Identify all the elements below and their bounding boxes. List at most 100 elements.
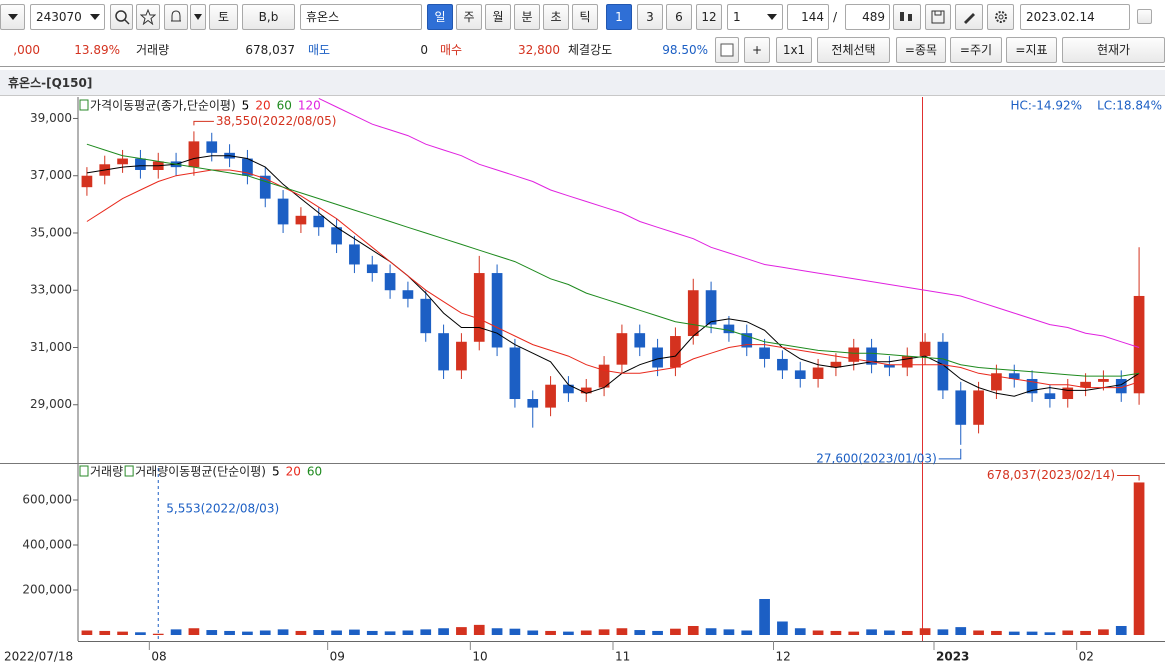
candle-body <box>705 290 717 325</box>
y-tick-label: 39,000 <box>30 111 72 125</box>
annotation-leader <box>1117 474 1140 481</box>
volume-bar <box>81 630 93 635</box>
candle-body <box>919 341 931 357</box>
period-button[interactable]: 분 <box>514 4 540 30</box>
candle-body <box>866 347 877 365</box>
volume-bar <box>1008 631 1020 635</box>
volume-bar <box>652 630 663 635</box>
checkbox[interactable] <box>1137 9 1152 24</box>
candle-body <box>295 215 307 225</box>
draw-button[interactable] <box>955 4 983 30</box>
period-button[interactable]: 월 <box>485 4 511 30</box>
count-button[interactable]: 6 <box>666 4 692 30</box>
volume-bar <box>277 629 289 635</box>
period-button[interactable]: 일 <box>427 4 453 30</box>
legend-icon <box>124 465 134 477</box>
legend-entry: 60 <box>307 465 322 479</box>
strength: 98.50% <box>662 43 708 57</box>
y-tick-label: 31,000 <box>30 340 72 354</box>
candle-body <box>830 361 842 368</box>
toolbar-button[interactable]: + <box>744 37 770 63</box>
case-button[interactable]: B,b <box>242 4 295 30</box>
shown-count[interactable]: 144 <box>787 4 829 30</box>
volume-bar <box>366 630 378 635</box>
menu-dropdown[interactable] <box>0 4 25 30</box>
legend-entry: 120 <box>298 99 321 113</box>
count-button[interactable]: 12 <box>696 4 722 30</box>
candle-body <box>1044 393 1056 400</box>
settings-button[interactable] <box>987 4 1014 30</box>
chart-title-bar: 휴온스-[Q150] <box>0 70 1165 96</box>
dropdown-arrow <box>767 14 777 20</box>
count-button[interactable]: 1 <box>606 4 632 30</box>
candle-body <box>1008 373 1020 379</box>
candle-body <box>687 290 699 337</box>
volume-bar <box>1115 625 1127 635</box>
x-tick-label: 09 <box>330 650 345 664</box>
annotation: 5,553(2022/08/03) <box>166 502 279 516</box>
toolbar-button[interactable]: =종목 <box>896 37 946 63</box>
volume-bar <box>331 630 342 635</box>
volume-bar <box>117 631 128 635</box>
annotation: 38,550(2022/08/05) <box>216 114 337 128</box>
toolbar-top: 243070 토 B,b 휴온스 일 주 월 분 초 틱 1 3 6 12 1 144/489 2023.02.… <box>0 2 1165 34</box>
volume-bar <box>295 630 307 635</box>
volume-bar <box>866 629 877 635</box>
volume-bar <box>456 627 467 635</box>
candle-body <box>741 333 753 348</box>
annotation: 27,600(2023/01/03) <box>816 451 937 465</box>
price: ,000 <box>13 43 40 57</box>
stock-name[interactable]: 휴온스 <box>300 4 422 30</box>
candle-body <box>991 373 1002 391</box>
volume-bar <box>224 630 235 635</box>
toolbar-button[interactable]: =주기 <box>950 37 1002 63</box>
legend-label: 거래량 <box>90 465 123 479</box>
candle-body <box>438 333 449 371</box>
candle-body <box>759 347 770 359</box>
toolbar-button[interactable]: 전체선택 <box>817 37 890 63</box>
stat-label: HC:-14.92% <box>1010 99 1082 113</box>
bid: 32,800 <box>518 43 560 57</box>
total-count[interactable]: 489 <box>845 4 890 30</box>
chart-title: 휴온스-[Q150] <box>8 76 93 90</box>
toolbar-button[interactable]: =지표 <box>1006 37 1057 63</box>
legend-entry: 20 <box>286 465 301 479</box>
candle-body <box>456 341 467 371</box>
count-button[interactable]: 3 <box>637 4 663 30</box>
search-button[interactable] <box>110 4 133 30</box>
save-button[interactable] <box>925 4 951 30</box>
candle-body <box>527 399 539 408</box>
toggle-button[interactable] <box>715 37 739 63</box>
side-button[interactable]: 토 <box>209 4 238 30</box>
alert-button[interactable] <box>164 4 188 30</box>
candle-body <box>402 290 414 299</box>
period-button[interactable]: 주 <box>456 4 482 30</box>
legend-entry: 5 <box>272 465 280 479</box>
volume-label: 거래량 <box>136 43 170 57</box>
volume-bar <box>242 631 253 635</box>
alert-dropdown[interactable] <box>190 4 206 30</box>
y-tick-label: 600,000 <box>22 493 72 507</box>
candle-body <box>1080 381 1091 388</box>
volume-bar <box>563 631 574 635</box>
candle-body <box>242 158 253 176</box>
toolbar-button[interactable]: 1x1 <box>776 37 812 63</box>
period-button[interactable]: 초 <box>543 4 569 30</box>
candle-body <box>580 387 592 394</box>
chart-area: 29,000 31,000 33,000 35,000 37,000 39,000 가격이동… <box>0 97 1165 664</box>
candle-body <box>634 333 646 348</box>
volume-bar <box>545 630 556 635</box>
candle-body <box>509 347 521 400</box>
period-button[interactable]: 틱 <box>572 4 598 30</box>
y-tick-label: 37,000 <box>30 168 72 182</box>
candle-body <box>366 264 378 274</box>
volume-bar <box>1133 482 1145 635</box>
x-tick-label: 02 <box>1079 650 1094 664</box>
favorite-button[interactable] <box>136 4 160 30</box>
volume-bar <box>1062 630 1074 635</box>
toolbar-button[interactable]: 현재가 <box>1062 37 1165 63</box>
date-field[interactable]: 2023.02.14 <box>1020 4 1130 30</box>
candle-type-button[interactable] <box>893 4 921 30</box>
volume-bar <box>402 630 414 635</box>
